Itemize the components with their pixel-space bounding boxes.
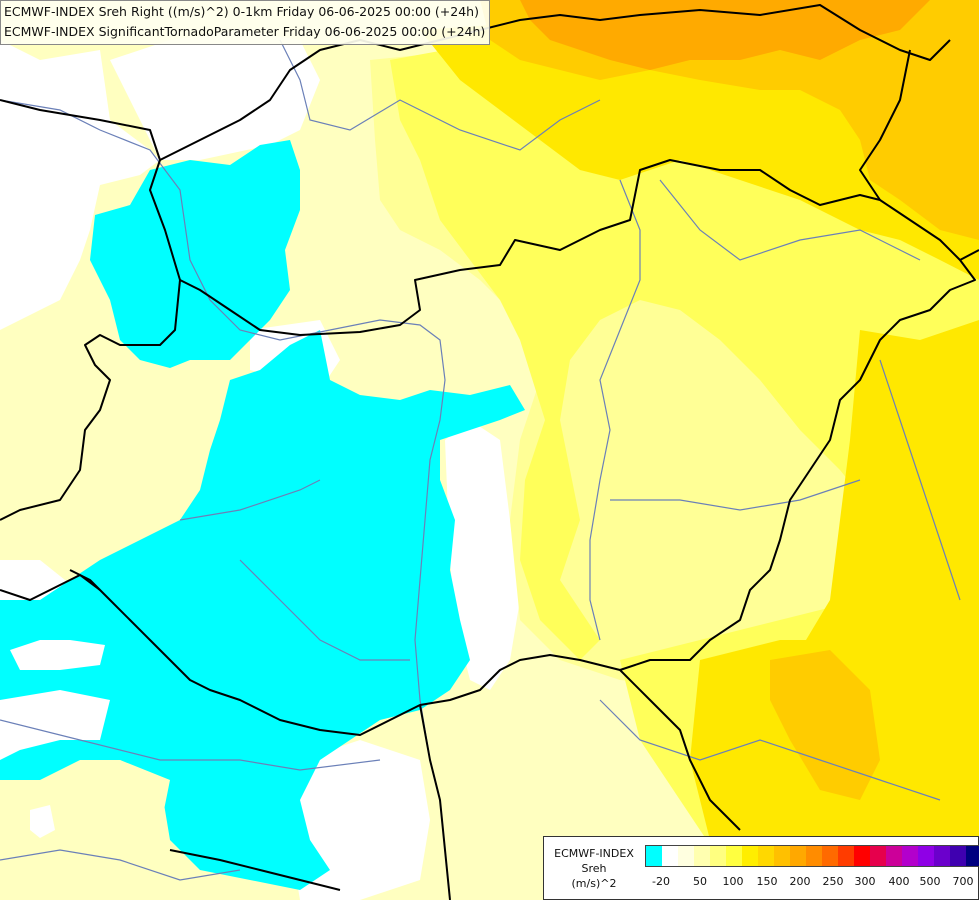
field-orange-yellow-south bbox=[770, 650, 880, 800]
legend-swatch-6 bbox=[742, 846, 758, 866]
legend-swatch-0 bbox=[646, 846, 662, 866]
field-white-hole-1 bbox=[10, 640, 105, 670]
legend-swatch-8 bbox=[774, 846, 790, 866]
legend-swatch-13 bbox=[854, 846, 870, 866]
title-line-sreh: ECMWF-INDEX Sreh Right ((m/s)^2) 0-1km F… bbox=[4, 4, 479, 19]
legend-tick-label: 300 bbox=[854, 875, 876, 888]
legend-tick-label: 700 bbox=[952, 875, 974, 888]
legend-swatch-4 bbox=[710, 846, 726, 866]
legend-tick-label: -20 bbox=[652, 875, 670, 888]
legend-swatch-3 bbox=[694, 846, 710, 866]
river-tisza-trib-1 bbox=[659, 179, 921, 261]
legend-tick-label: 50 bbox=[693, 875, 707, 888]
field-pale-hole-sw bbox=[60, 760, 170, 850]
border-slovakia-north bbox=[159, 4, 951, 161]
river-south bbox=[599, 699, 941, 801]
title-line-stp: ECMWF-INDEX SignificantTornadoParameter … bbox=[4, 24, 486, 39]
legend-swatch-18 bbox=[934, 846, 950, 866]
field-orange-yellow-north bbox=[480, 0, 979, 240]
border-serbia bbox=[619, 669, 741, 831]
legend-ticks: -20 50 100 150 200 250 300 400 500 700 bbox=[645, 875, 975, 889]
legend-tick-label: 250 bbox=[822, 875, 844, 888]
legend-swatch-20 bbox=[966, 846, 979, 866]
field-white-hole-3 bbox=[30, 805, 55, 838]
legend-swatch-2 bbox=[678, 846, 694, 866]
legend-swatch-16 bbox=[902, 846, 918, 866]
legend-tick-label: 400 bbox=[888, 875, 910, 888]
legend-swatches bbox=[645, 845, 979, 867]
field-white-south bbox=[290, 740, 430, 900]
field-white-west bbox=[0, 40, 160, 330]
legend-swatch-10 bbox=[806, 846, 822, 866]
legend-swatch-12 bbox=[838, 846, 854, 866]
legend-swatch-14 bbox=[870, 846, 886, 866]
legend-swatch-1 bbox=[662, 846, 678, 866]
field-white-hole-2 bbox=[0, 690, 110, 760]
legend-label-line-1: ECMWF-INDEX bbox=[554, 847, 634, 860]
legend-label-line-2: Sreh bbox=[581, 862, 607, 875]
map-title-box: ECMWF-INDEX Sreh Right ((m/s)^2) 0-1km F… bbox=[0, 0, 491, 45]
border-romania bbox=[959, 249, 979, 261]
border-slovenia-croatia bbox=[0, 574, 101, 601]
legend-tick-label: 200 bbox=[789, 875, 811, 888]
field-white-north bbox=[110, 30, 320, 160]
legend-swatch-17 bbox=[918, 846, 934, 866]
legend-tick-label: 500 bbox=[919, 875, 941, 888]
field-cyan-north bbox=[90, 140, 300, 368]
field-white-band bbox=[445, 420, 520, 690]
border-ukraine bbox=[859, 49, 911, 201]
legend-label-line-3: (m/s)^2 bbox=[571, 877, 617, 890]
border-bosnia bbox=[419, 704, 451, 900]
legend-swatch-7 bbox=[758, 846, 774, 866]
legend-label: ECMWF-INDEX Sreh (m/s)^2 bbox=[548, 846, 640, 891]
border-hungary bbox=[69, 159, 976, 736]
legend-swatch-5 bbox=[726, 846, 742, 866]
legend-swatch-9 bbox=[790, 846, 806, 866]
river-sw bbox=[0, 849, 241, 881]
legend-swatch-11 bbox=[822, 846, 838, 866]
river-tisza-trib-2 bbox=[610, 479, 861, 511]
river-sava bbox=[0, 719, 381, 771]
river-north bbox=[279, 39, 601, 151]
field-cyan-main bbox=[0, 330, 525, 890]
legend-swatch-15 bbox=[886, 846, 902, 866]
rivers bbox=[0, 39, 961, 881]
river-sava-trib bbox=[239, 559, 410, 661]
border-bosnia-south bbox=[169, 849, 341, 891]
country-borders bbox=[0, 4, 979, 900]
river-east bbox=[879, 359, 961, 601]
color-legend: ECMWF-INDEX Sreh (m/s)^2 -20 50 100 150 200 2… bbox=[543, 836, 979, 900]
river-drava bbox=[179, 479, 321, 521]
legend-swatch-19 bbox=[950, 846, 966, 866]
river-danube-upper bbox=[0, 99, 331, 341]
river-danube-middle bbox=[329, 319, 446, 761]
legend-tick-label: 100 bbox=[722, 875, 744, 888]
legend-tick-label: 150 bbox=[756, 875, 778, 888]
river-tisza bbox=[589, 179, 641, 641]
border-austria bbox=[0, 99, 181, 521]
